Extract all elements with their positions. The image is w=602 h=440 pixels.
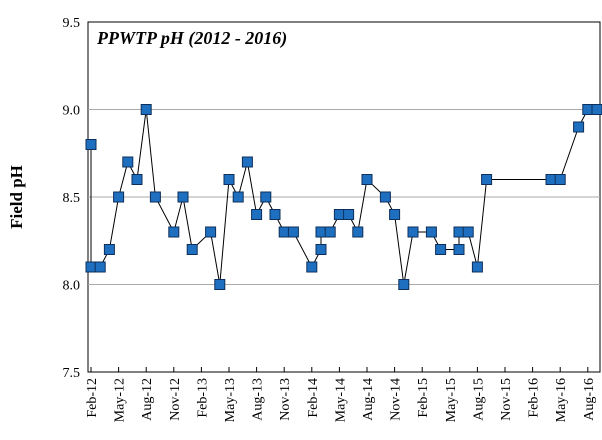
marker [85, 139, 97, 150]
marker [481, 174, 493, 185]
marker [122, 156, 134, 168]
marker [131, 174, 143, 185]
marker [333, 209, 345, 220]
x-tick-label: Aug-14 [361, 378, 376, 421]
y-axis-label: Field pH [7, 165, 26, 229]
marker [591, 104, 602, 115]
x-tick-label: Feb-13 [195, 378, 210, 418]
marker [103, 244, 115, 255]
marker [177, 191, 189, 203]
x-tick-label: Feb-15 [416, 378, 431, 418]
marker [407, 226, 419, 238]
y-tick-label: 7.5 [63, 366, 81, 381]
marker [582, 104, 594, 115]
marker [168, 226, 180, 238]
y-tick-label: 9.0 [63, 104, 81, 119]
marker [149, 191, 161, 203]
y-tick-label: 8.5 [63, 191, 81, 206]
y-tick-label: 8.0 [63, 279, 81, 294]
marker [379, 191, 391, 203]
marker [343, 209, 355, 220]
marker [278, 226, 290, 238]
x-tick-label: Nov-14 [389, 378, 404, 421]
x-tick-label: Aug-15 [471, 378, 486, 421]
x-tick-label: Feb-14 [306, 378, 321, 418]
marker [241, 156, 253, 168]
marker [205, 226, 217, 238]
x-tick-label: Feb-16 [527, 378, 542, 418]
marker [232, 191, 244, 203]
y-tick-label: 9.5 [63, 16, 81, 31]
marker [545, 174, 557, 185]
x-tick-label: Nov-12 [168, 378, 183, 421]
marker [435, 244, 447, 255]
marker [398, 279, 410, 290]
x-tick-label: Nov-15 [499, 378, 514, 421]
marker [462, 226, 474, 238]
marker [223, 174, 235, 185]
x-tick-label: Aug-16 [582, 378, 597, 421]
marker [94, 261, 106, 273]
marker [306, 261, 318, 273]
marker [352, 226, 364, 238]
marker [214, 279, 226, 290]
marker [260, 191, 272, 203]
marker [315, 244, 327, 255]
x-tick-label: Aug-12 [140, 378, 155, 421]
marker [453, 226, 465, 238]
marker [324, 226, 336, 238]
x-tick-label: May-14 [333, 378, 348, 422]
x-tick-label: May-12 [113, 378, 128, 422]
marker [453, 244, 465, 255]
x-tick-label: May-15 [444, 378, 459, 422]
marker [554, 174, 566, 185]
marker [425, 226, 437, 238]
marker [85, 261, 97, 273]
marker [361, 174, 373, 185]
x-tick-label: May-16 [554, 378, 569, 422]
chart-title: PPWTP pH (2012 - 2016) [96, 28, 287, 49]
marker [269, 209, 281, 220]
marker [573, 121, 585, 133]
x-tick-label: Aug-13 [251, 378, 266, 421]
marker [389, 209, 401, 220]
marker [113, 191, 125, 203]
marker [471, 261, 483, 273]
x-tick-label: Feb-12 [85, 378, 100, 418]
x-tick-label: May-13 [223, 378, 238, 422]
marker [251, 209, 263, 220]
marker [287, 226, 299, 238]
marker [186, 244, 198, 255]
marker [140, 104, 152, 115]
x-tick-label: Nov-13 [278, 378, 293, 421]
marker [315, 226, 327, 238]
